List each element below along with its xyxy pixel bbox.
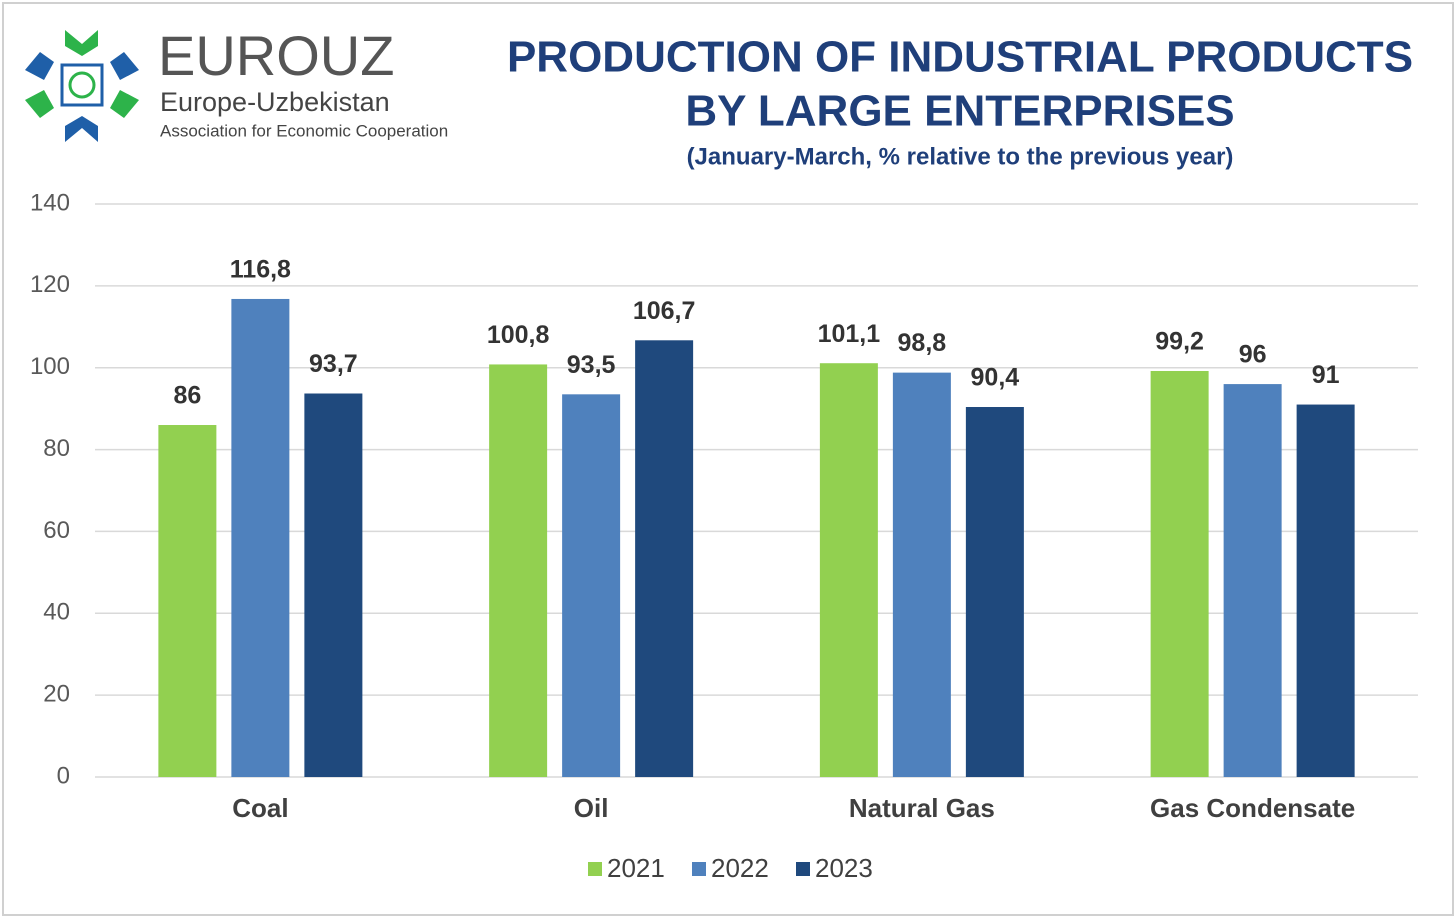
y-tick-label: 60 <box>43 517 70 544</box>
value-label: 100,8 <box>487 321 550 349</box>
logo-name: EUROUZ <box>158 24 394 87</box>
value-label: 93,5 <box>567 351 616 379</box>
bar <box>489 364 548 777</box>
legend-swatch <box>692 862 706 876</box>
value-label: 90,4 <box>971 364 1020 392</box>
legend-label: 2021 <box>607 853 665 883</box>
chart-title: PRODUCTION OF INDUSTRIAL PRODUCTS <box>507 33 1413 82</box>
bar <box>1223 384 1282 777</box>
bar <box>965 407 1024 777</box>
bar <box>231 298 290 777</box>
bar <box>158 425 217 777</box>
chart-title: BY LARGE ENTERPRISES <box>685 87 1234 136</box>
x-tick-label: Coal <box>232 793 288 823</box>
legend-swatch <box>588 862 602 876</box>
bar <box>892 372 951 777</box>
legend-swatch <box>796 862 810 876</box>
value-label: 101,1 <box>818 320 881 348</box>
value-label: 98,8 <box>898 329 947 357</box>
value-label: 91 <box>1312 361 1340 389</box>
value-label: 93,7 <box>309 350 358 378</box>
value-label: 116,8 <box>230 256 291 284</box>
bar <box>304 393 363 777</box>
x-tick-label: Gas Condensate <box>1150 793 1355 823</box>
logo-caption: Association for Economic Cooperation <box>160 121 448 140</box>
chart-subtitle: (January-March, % relative to the previo… <box>687 143 1234 170</box>
value-label: 99,2 <box>1155 328 1204 356</box>
logo-emblem <box>25 30 139 142</box>
legend-label: 2023 <box>815 853 873 883</box>
y-tick-label: 100 <box>30 353 70 380</box>
x-tick-label: Oil <box>574 793 609 823</box>
legend-label: 2022 <box>711 853 769 883</box>
bar <box>1296 404 1355 777</box>
bar <box>819 363 878 777</box>
value-label: 96 <box>1239 341 1267 369</box>
y-tick-label: 140 <box>30 189 70 216</box>
value-label: 106,7 <box>633 297 696 325</box>
y-tick-label: 80 <box>43 435 70 462</box>
bar <box>1150 370 1209 777</box>
y-tick-label: 120 <box>30 271 70 298</box>
value-label: 86 <box>173 382 201 410</box>
x-tick-label: Natural Gas <box>849 793 995 823</box>
y-tick-label: 40 <box>43 599 70 626</box>
y-tick-label: 20 <box>43 680 70 707</box>
y-tick-label: 0 <box>57 762 70 789</box>
logo-subtitle: Europe-Uzbekistan <box>160 87 390 117</box>
bar <box>635 340 694 777</box>
bar <box>562 394 621 777</box>
